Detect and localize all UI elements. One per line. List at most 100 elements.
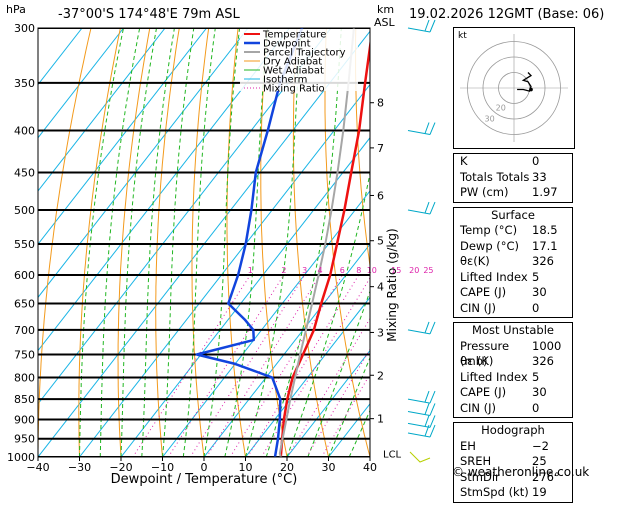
dry-adiabat-line xyxy=(227,28,246,457)
wind-barb xyxy=(408,28,430,32)
index-label: θε (K) xyxy=(460,354,493,370)
index-value: 33 xyxy=(532,170,566,186)
mixing-ratio-line xyxy=(230,275,342,457)
mixing-ratio-axis-label: Mixing Ratio (g/kg) xyxy=(385,228,399,341)
wind-barb xyxy=(408,131,430,135)
wind-barb xyxy=(425,403,429,414)
mixing-ratio-line xyxy=(190,275,304,457)
wind-barb xyxy=(425,123,429,134)
dry-adiabat-line xyxy=(38,28,91,457)
hodograph-block-title: Hodograph xyxy=(454,423,572,439)
altitude-tick-label: 7 xyxy=(377,142,384,155)
wind-barb xyxy=(430,202,435,214)
index-value: 30 xyxy=(532,385,566,401)
wind-barb xyxy=(430,391,435,403)
wind-barb xyxy=(430,322,435,334)
pressure-tick-label: 700 xyxy=(14,324,35,337)
altitude-tick-label: 6 xyxy=(377,189,384,202)
most-unstable-title: Most Unstable xyxy=(454,323,572,339)
mixing-ratio-tick-label: 10 xyxy=(367,266,377,275)
altitude-tick-label: 8 xyxy=(377,97,384,110)
mixing-ratio-tick-label: 8 xyxy=(356,266,361,275)
index-row: PW (cm) 1.97 xyxy=(454,185,572,201)
index-label: PW (cm) xyxy=(460,185,508,201)
index-value: 5 xyxy=(532,370,566,386)
wind-barb xyxy=(408,210,430,214)
copyright-text: © weatheronline.co.uk xyxy=(452,465,589,479)
pressure-tick-label: 500 xyxy=(14,204,35,217)
pressure-tick-label: 350 xyxy=(14,77,35,90)
x-tick-label: −40 xyxy=(26,461,49,474)
y-axis-label: hPa xyxy=(6,3,26,16)
index-label: θε(K) xyxy=(460,254,490,270)
index-row: θε(K) 326 xyxy=(454,254,572,270)
index-value: 0 xyxy=(532,154,566,170)
pressure-tick-label: 550 xyxy=(14,238,35,251)
index-value: 19 xyxy=(532,485,566,501)
wind-barb xyxy=(425,391,429,402)
dry-adiabat-line xyxy=(192,28,209,457)
index-value: 326 xyxy=(532,254,566,270)
wind-barb xyxy=(408,399,430,403)
wet-adiabat-line xyxy=(163,28,194,457)
asl-axis-label: ASL xyxy=(374,16,396,29)
x-tick-label: −30 xyxy=(68,461,91,474)
index-row: Temp (°C)18.5 xyxy=(454,223,572,239)
altitude-tick-label: 5 xyxy=(377,235,384,248)
index-value: 0 xyxy=(532,401,566,417)
mixing-ratio-tick-label: 20 xyxy=(409,266,419,275)
dry-adiabat-line xyxy=(621,28,629,457)
index-label: CIN (J) xyxy=(460,401,496,417)
index-value: 17.1 xyxy=(532,239,566,255)
index-value: 18.5 xyxy=(532,223,566,239)
mixing-ratio-tick-label: 25 xyxy=(423,266,433,275)
wet-adiabat-line xyxy=(308,28,441,457)
index-label: Totals Totals xyxy=(460,170,529,186)
mixing-ratio-line xyxy=(288,275,397,457)
index-row: CAPE (J)30 xyxy=(454,285,572,301)
index-row: CIN (J) 0 xyxy=(454,401,572,417)
index-value: 1.97 xyxy=(532,185,566,201)
mixing-ratio-line xyxy=(248,275,359,457)
isotherm-line xyxy=(163,28,498,457)
wind-barb xyxy=(425,322,429,333)
altitude-tick-label: 2 xyxy=(377,369,384,382)
x-axis-label: Dewpoint / Temperature (°C) xyxy=(111,472,298,486)
pressure-tick-label: 400 xyxy=(14,125,35,138)
index-row: StmSpd (kt)19 xyxy=(454,485,572,501)
index-label: EH xyxy=(460,439,476,455)
pressure-tick-label: 950 xyxy=(14,433,35,446)
altitude-tick-label: 4 xyxy=(377,281,384,294)
surface-title: Surface xyxy=(454,208,572,224)
location-title: -37°00'S 174°48'E 79m ASL xyxy=(58,7,240,22)
index-value: 0 xyxy=(532,301,566,317)
index-value: −2 xyxy=(532,439,566,455)
dry-adiabat-line xyxy=(79,28,121,457)
wind-barb xyxy=(430,123,435,135)
index-label: Pressure (mb) xyxy=(460,339,532,355)
wind-barb xyxy=(408,423,430,427)
index-label: StmSpd (kt) xyxy=(460,485,529,501)
pressure-tick-label: 300 xyxy=(14,22,35,35)
index-row: CAPE (J)30 xyxy=(454,385,572,401)
wind-barb xyxy=(425,202,429,213)
legend-label: Mixing Ratio xyxy=(263,84,325,95)
index-label: CIN (J) xyxy=(460,301,496,317)
storm-motion-marker xyxy=(529,88,533,92)
hodograph-trace xyxy=(517,73,531,92)
altitude-tick-label: 3 xyxy=(377,326,384,339)
index-label: K xyxy=(460,154,468,170)
pressure-tick-label: 650 xyxy=(14,298,35,311)
mixing-ratio-tick-label: 3 xyxy=(302,266,307,275)
wind-barb xyxy=(408,330,430,334)
pressure-tick-label: 750 xyxy=(14,348,35,361)
datetime-title: 19.02.2026 12GMT (Base: 06) xyxy=(409,7,604,22)
